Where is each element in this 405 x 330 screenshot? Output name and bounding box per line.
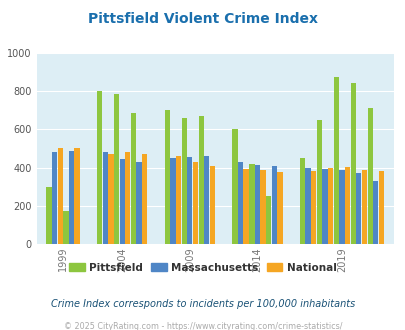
Bar — [125, 152, 130, 244]
Bar — [378, 171, 383, 244]
Bar — [305, 168, 310, 244]
Bar — [58, 148, 63, 244]
Bar — [198, 116, 203, 244]
Bar — [355, 173, 360, 244]
Bar — [333, 77, 338, 244]
Bar — [249, 164, 254, 244]
Bar — [243, 169, 248, 244]
Bar — [260, 170, 265, 244]
Text: © 2025 CityRating.com - https://www.cityrating.com/crime-statistics/: © 2025 CityRating.com - https://www.city… — [64, 322, 341, 330]
Bar — [271, 166, 276, 244]
Bar — [209, 166, 214, 244]
Text: Crime Index corresponds to incidents per 100,000 inhabitants: Crime Index corresponds to incidents per… — [51, 299, 354, 309]
Bar — [265, 196, 271, 244]
Bar — [361, 170, 366, 244]
Bar — [187, 157, 192, 244]
Bar — [63, 211, 68, 244]
Bar — [136, 161, 141, 244]
Legend: Pittsfield, Massachusetts, National: Pittsfield, Massachusetts, National — [65, 259, 340, 277]
Bar — [350, 83, 355, 244]
Bar — [46, 187, 51, 244]
Bar — [69, 151, 74, 244]
Bar — [277, 172, 282, 244]
Bar — [108, 154, 113, 244]
Bar — [372, 181, 377, 244]
Bar — [237, 161, 243, 244]
Bar — [316, 120, 321, 244]
Bar — [181, 118, 186, 244]
Bar — [170, 158, 175, 244]
Bar — [114, 94, 119, 244]
Text: Pittsfield Violent Crime Index: Pittsfield Violent Crime Index — [88, 12, 317, 25]
Bar — [97, 91, 102, 244]
Bar — [339, 170, 344, 244]
Bar — [310, 171, 315, 244]
Bar — [102, 152, 108, 244]
Bar — [299, 158, 305, 244]
Bar — [367, 108, 372, 244]
Bar — [192, 161, 198, 244]
Bar — [322, 169, 327, 244]
Bar — [232, 129, 237, 244]
Bar — [344, 167, 349, 244]
Bar — [130, 113, 136, 244]
Bar — [164, 110, 170, 244]
Bar — [327, 168, 333, 244]
Bar — [204, 156, 209, 244]
Bar — [142, 154, 147, 244]
Bar — [74, 148, 79, 244]
Bar — [254, 165, 260, 244]
Bar — [119, 159, 125, 244]
Bar — [175, 156, 181, 244]
Bar — [52, 152, 57, 244]
